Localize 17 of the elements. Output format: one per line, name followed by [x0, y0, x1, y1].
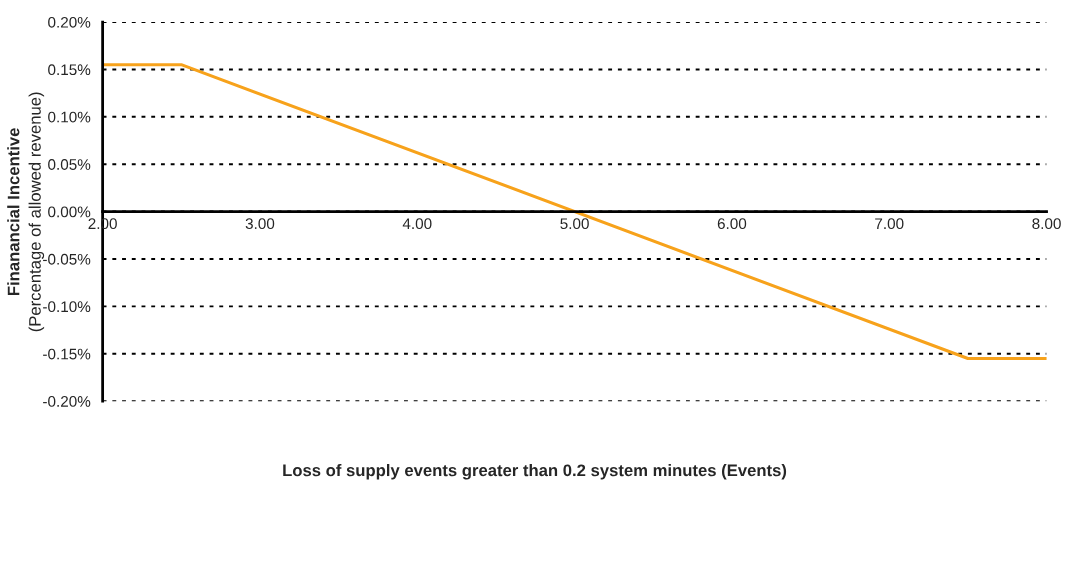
y-tick-label: -0.20% — [43, 396, 91, 407]
x-tick-label: 8.00 — [1032, 218, 1061, 230]
y-tick-label: -0.05% — [43, 253, 91, 265]
y-tick-label: -0.15% — [43, 348, 91, 360]
x-axis-title: Loss of supply events greater than 0.2 system minutes (Events) — [283, 463, 787, 480]
y-tick-label: 0.00% — [48, 206, 91, 218]
y-tick-label: 0.05% — [48, 159, 91, 170]
y-tick-label: -0.10% — [43, 301, 91, 313]
y-tick-label: 0.20% — [48, 16, 91, 28]
x-tick-label: 4.00 — [402, 218, 432, 230]
x-tick-label: 7.00 — [875, 218, 904, 230]
x-tick-label: 5.00 — [560, 218, 589, 230]
y-tick-label: 0.15% — [48, 64, 91, 76]
x-tick-label: 6.00 — [717, 218, 747, 230]
x-tick-label: 3.00 — [245, 218, 275, 230]
y-axis-title: Finanancial Incentive (Percentage of allowed revenue) — [7, 92, 45, 332]
y-tick-label: 0.10% — [48, 111, 91, 123]
